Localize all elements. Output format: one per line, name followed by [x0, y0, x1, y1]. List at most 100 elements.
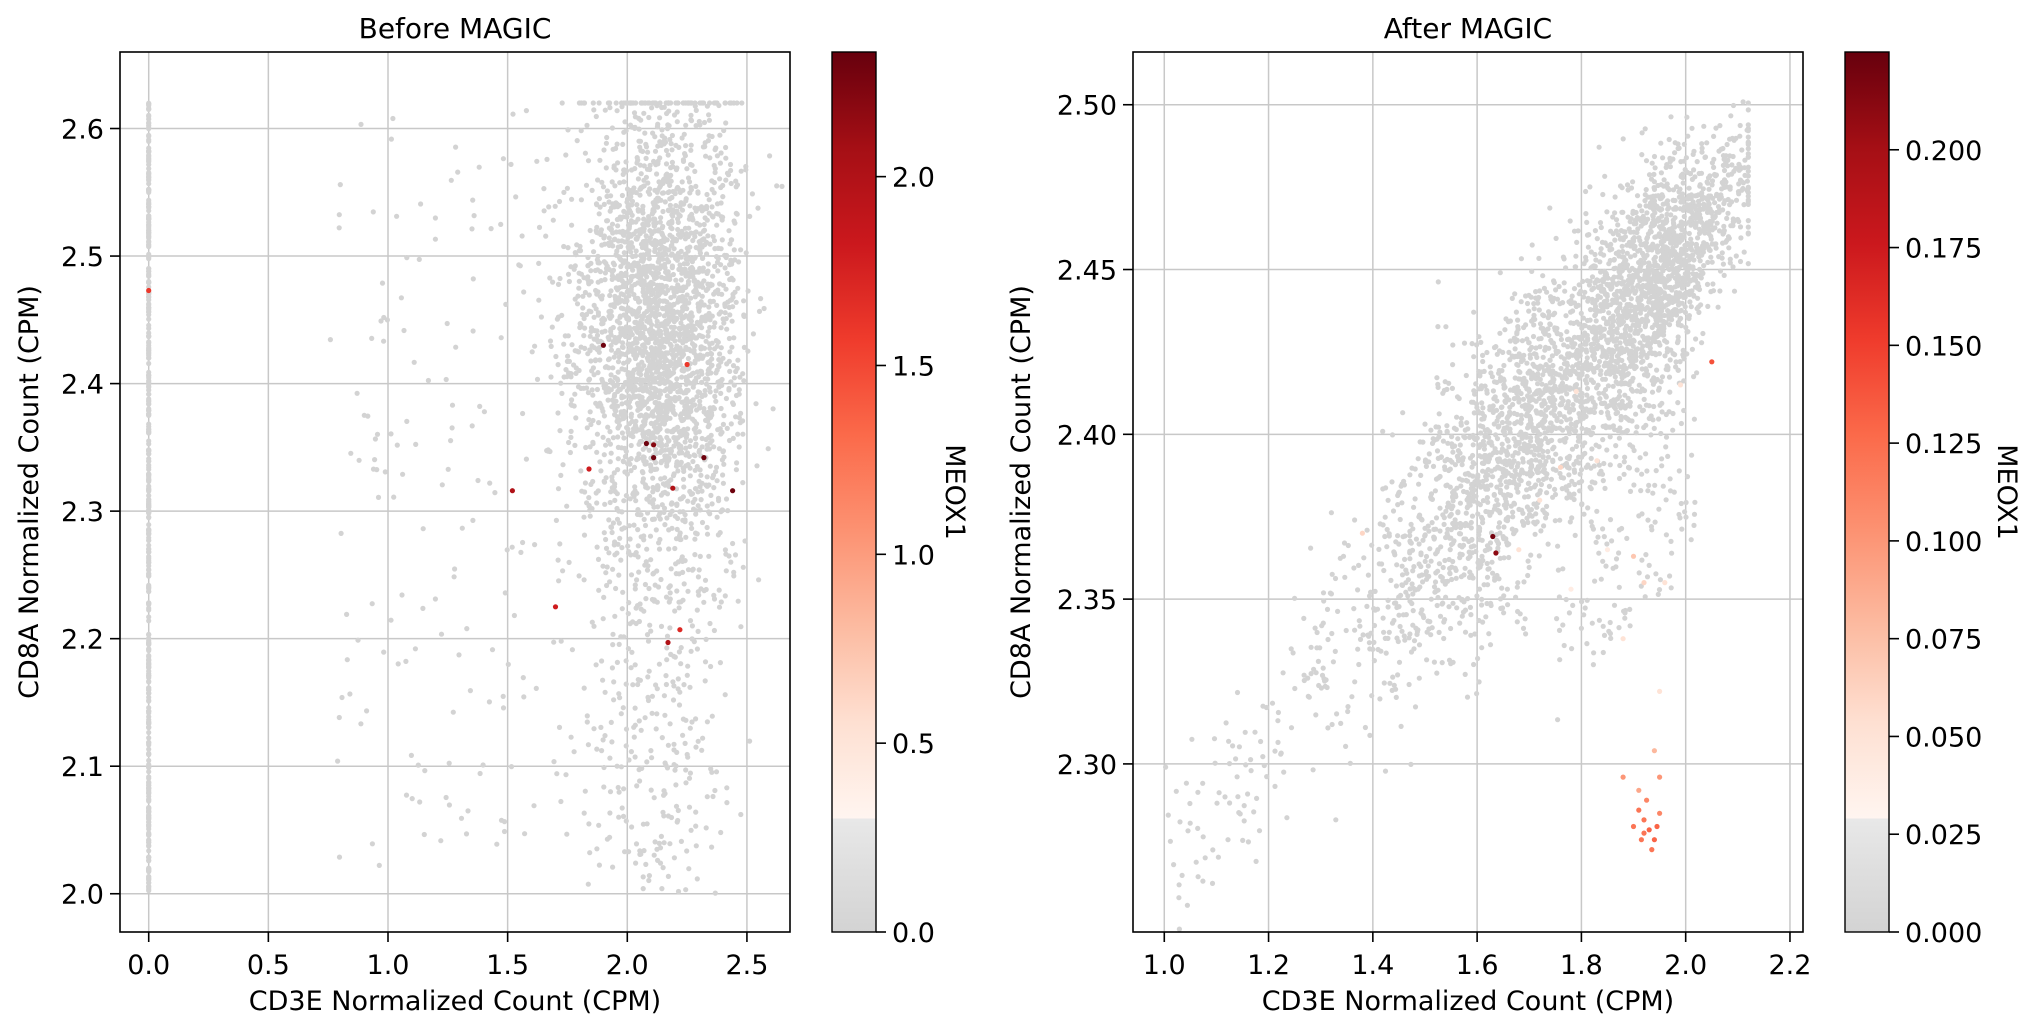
scatter-point: [699, 317, 705, 323]
scatter-point: [625, 646, 632, 652]
y-tick-label: 2.0: [61, 880, 104, 911]
scatter-point: [584, 385, 590, 391]
scatter-point: [652, 298, 658, 305]
scatter-point: [641, 311, 647, 317]
scatter-point: [688, 408, 694, 414]
scatter-point: [614, 216, 621, 223]
scatter-point: [664, 363, 670, 370]
scatter-point: [505, 661, 511, 668]
scatter-point: [672, 338, 678, 344]
scatter-point: [692, 103, 698, 109]
scatter-point: [672, 608, 678, 614]
scatter-point: [681, 416, 687, 423]
scatter-point: [609, 273, 616, 279]
scatter-point: [692, 294, 698, 300]
scatter-point: [740, 431, 746, 437]
scatter-point: [422, 768, 428, 774]
scatter-point: [664, 491, 671, 497]
scatter-point: [470, 328, 476, 334]
scatter-point: [726, 437, 733, 444]
scatter-point: [1360, 632, 1366, 638]
scatter-point: [146, 764, 152, 770]
scatter-point: [1744, 178, 1750, 184]
scatter-point: [594, 449, 600, 455]
scatter-point: [551, 759, 557, 765]
scatter-point: [602, 689, 608, 695]
scatter-point: [404, 255, 410, 261]
scatter-point: [632, 586, 638, 592]
scatter-point: [614, 248, 620, 254]
scatter-point: [681, 466, 687, 472]
scatter-point: [585, 881, 591, 887]
scatter-point: [608, 205, 615, 211]
scatter-point: [664, 633, 671, 639]
scatter-point: [657, 265, 663, 272]
scatter-point: [673, 167, 680, 173]
scatter-point: [610, 566, 616, 572]
scatter-point: [608, 326, 614, 332]
scatter-point: [669, 525, 675, 531]
scatter-point: [702, 659, 709, 665]
scatter-point: [691, 269, 697, 275]
scatter-point: [1622, 454, 1628, 460]
scatter-point: [534, 158, 540, 164]
scatter-point: [718, 184, 724, 191]
scatter-point: [622, 453, 629, 460]
scatter-point: [678, 556, 685, 562]
scatter-point: [667, 590, 673, 596]
scatter-point: [659, 133, 665, 139]
scatter-point: [591, 302, 597, 308]
scatter-point: [642, 581, 649, 588]
scatter-point: [634, 783, 640, 789]
scatter-point: [692, 378, 698, 384]
scatter-point: [654, 161, 661, 167]
scatter-point: [656, 328, 662, 334]
scatter-point: [344, 657, 350, 663]
scatter-point: [336, 212, 342, 218]
scatter-point: [146, 244, 152, 250]
scatter-point: [648, 331, 654, 337]
scatter-point: [699, 371, 705, 377]
scatter-point: [641, 110, 647, 116]
scatter-point: [1603, 563, 1609, 569]
scatter-point: [675, 348, 682, 354]
scatter-point: [639, 266, 645, 272]
scatter-point: [685, 462, 691, 468]
scatter-point: [649, 755, 655, 761]
scatter-point: [633, 336, 639, 342]
scatter-point: [727, 100, 733, 106]
scatter-point: [730, 435, 736, 441]
scatter-point: [1720, 261, 1726, 267]
scatter-point: [647, 284, 654, 290]
scatter-point: [1195, 874, 1201, 880]
scatter-point: [692, 496, 698, 502]
scatter-point: [761, 305, 767, 312]
scatter-point: [626, 399, 633, 405]
scatter-point: [631, 367, 637, 373]
scatter-point: [613, 229, 619, 235]
scatter-point: [1426, 451, 1432, 457]
scatter-point: [708, 663, 714, 670]
scatter-point: [689, 264, 695, 271]
scatter-point: [648, 435, 654, 441]
scatter-point: [470, 276, 476, 282]
scatter-point: [666, 457, 672, 463]
scatter-point: [718, 325, 724, 331]
scatter-point: [335, 758, 341, 764]
highlighted-point: [701, 455, 707, 461]
scatter-point: [591, 345, 598, 351]
scatter-point: [1429, 625, 1435, 631]
scatter-point: [146, 843, 152, 849]
scatter-point: [1536, 452, 1542, 458]
scatter-point: [668, 165, 674, 171]
scatter-point: [672, 398, 678, 404]
scatter-point: [632, 124, 638, 130]
scatter-point: [735, 598, 741, 604]
scatter-point: [563, 772, 569, 778]
scatter-point: [619, 192, 626, 199]
scatter-point: [620, 340, 626, 346]
scatter-point: [1733, 253, 1739, 259]
scatter-point: [1443, 594, 1449, 600]
scatter-point: [569, 342, 575, 348]
scatter-point: [708, 363, 715, 369]
